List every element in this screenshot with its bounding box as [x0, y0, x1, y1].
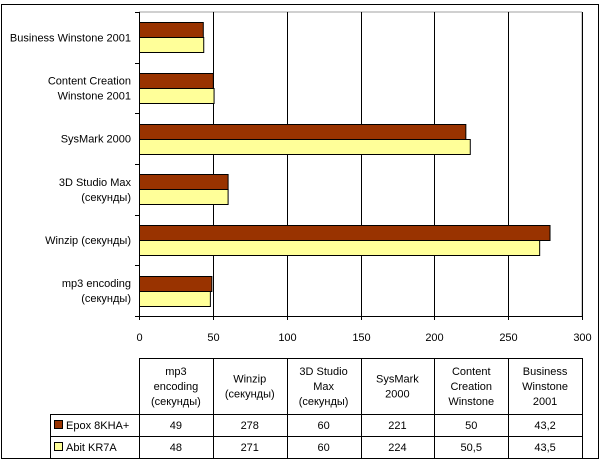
- y-tick-label: SysMark 2000: [61, 134, 131, 146]
- table-cell: 271: [241, 442, 259, 454]
- table-header: SysMark: [376, 374, 419, 386]
- y-tick-label: 3D Studio Max: [59, 177, 132, 189]
- table-cell: 43,5: [534, 442, 555, 454]
- bar-abit-kr7a: [139, 37, 205, 53]
- table-cell: 49: [170, 420, 182, 432]
- y-tick-label: (секунды): [81, 293, 131, 305]
- table-cell: 224: [388, 442, 406, 454]
- legend-key: [54, 420, 63, 429]
- table-header: (секунды): [225, 389, 275, 401]
- table-header: Winstone: [522, 381, 568, 393]
- y-tick-label: (секунды): [81, 192, 131, 204]
- table-cell: 278: [241, 420, 259, 432]
- bar-epox-8kha-: [139, 174, 229, 190]
- table-cell: 221: [388, 420, 406, 432]
- legend-label: Abit KR7A: [66, 442, 117, 454]
- bar-epox-8kha-: [139, 22, 204, 38]
- y-tick-label: Business Winstone 2001: [10, 32, 131, 44]
- table-cell: 60: [317, 420, 329, 432]
- table-header: Creation: [450, 381, 492, 393]
- table-cell: 50: [465, 420, 477, 432]
- bar-epox-8kha-: [139, 73, 214, 89]
- legend-label: Epox 8KHA+: [66, 420, 129, 432]
- bar-abit-kr7a: [139, 240, 541, 256]
- table-header: (секунды): [151, 396, 201, 408]
- bar-abit-kr7a: [139, 139, 471, 155]
- table-header: Business: [523, 366, 568, 378]
- legend-key: [54, 442, 63, 451]
- y-tick-label: Winzip (секунды): [45, 235, 131, 247]
- bar-epox-8kha-: [139, 225, 551, 241]
- table-header: Content: [452, 366, 491, 378]
- bar-abit-kr7a: [139, 88, 215, 104]
- data-table: mp3 encoding (секунды) 49 48 Winzip (секунды) 2…: [50, 358, 583, 459]
- table-header: mp3: [165, 366, 186, 378]
- table-header: 2000: [385, 389, 409, 401]
- table-header: Winstone: [448, 396, 494, 408]
- bar-epox-8kha-: [139, 124, 467, 140]
- x-tick-label: 0: [136, 332, 142, 344]
- x-tick-label: 100: [278, 332, 296, 344]
- x-tick-label: 200: [425, 332, 443, 344]
- y-tick-label: Content Creation: [48, 76, 131, 88]
- x-tick-label: 250: [499, 332, 517, 344]
- table-header: 2001: [533, 396, 557, 408]
- table-header: encoding: [154, 381, 199, 393]
- x-tick-label: 150: [352, 332, 370, 344]
- table-cell: 60: [317, 442, 329, 454]
- bar-epox-8kha-: [139, 276, 213, 292]
- table-header: 3D Studio: [299, 366, 347, 378]
- table-cell: 43,2: [534, 420, 555, 432]
- table-header: Max: [313, 381, 334, 393]
- y-tick-label: mp3 encoding: [62, 278, 131, 290]
- bar-abit-kr7a: [139, 291, 211, 307]
- x-tick-label: 50: [207, 332, 219, 344]
- bar-abit-kr7a: [139, 189, 229, 205]
- table-cell: 50,5: [461, 442, 482, 454]
- x-tick-label: 300: [573, 332, 591, 344]
- table-header: (секунды): [299, 396, 349, 408]
- table-cell: 48: [170, 442, 182, 454]
- y-tick-label: Winstone 2001: [58, 91, 131, 103]
- table-header: Winzip: [233, 374, 266, 386]
